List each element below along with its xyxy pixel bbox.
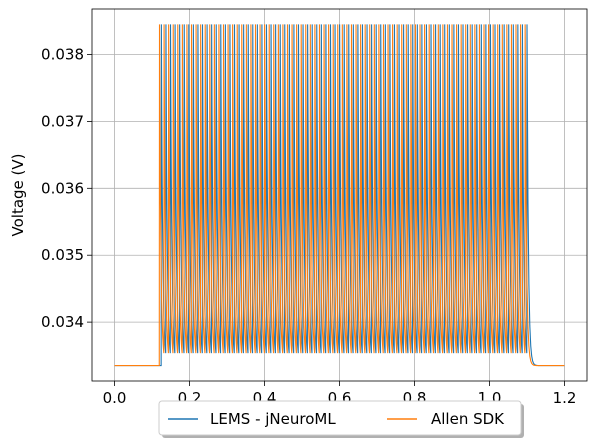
- x-tick-label: 0.0: [103, 389, 127, 407]
- y-tick-label: 0.034: [41, 313, 84, 331]
- legend-label-allen: Allen SDK: [431, 410, 505, 428]
- legend: LEMS - jNeuroML Allen SDK: [159, 401, 524, 438]
- y-tick-label: 0.037: [41, 112, 84, 130]
- y-axis-label: Voltage (V): [9, 154, 27, 237]
- y-axis-ticks: 0.034 0.035 0.036 0.037 0.038: [41, 45, 92, 331]
- y-tick-label: 0.036: [41, 179, 84, 197]
- legend-label-lems: LEMS - jNeuroML: [210, 410, 336, 428]
- x-tick-label: 1.2: [553, 389, 577, 407]
- y-tick-label: 0.038: [41, 45, 84, 63]
- y-tick-label: 0.035: [41, 246, 84, 264]
